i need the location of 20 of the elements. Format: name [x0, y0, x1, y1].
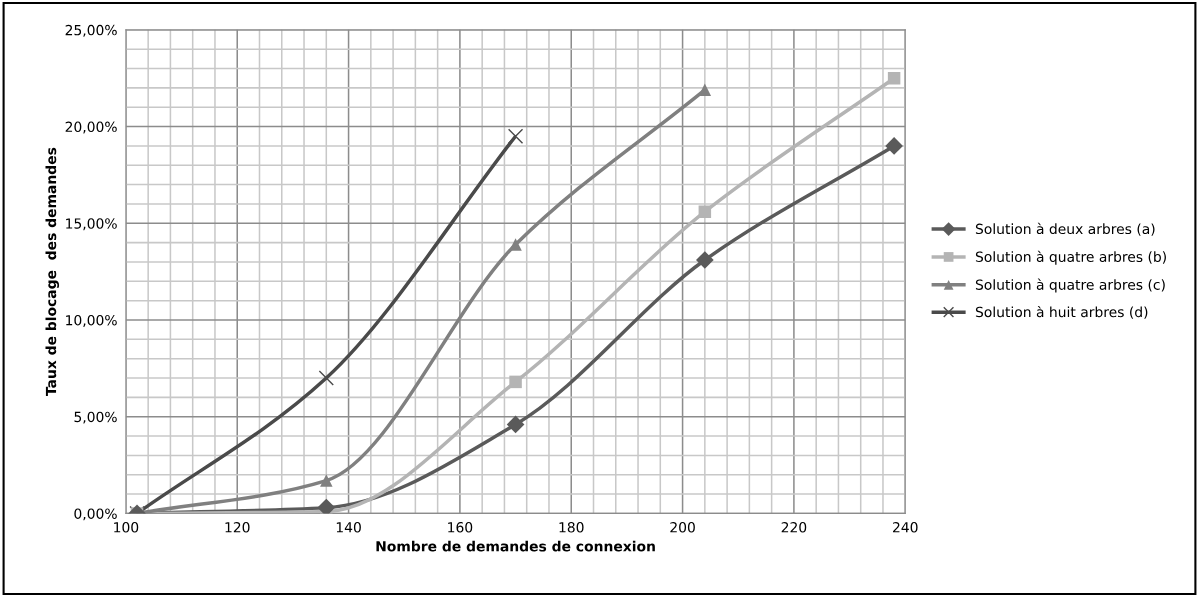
- y-tick-label: 5,00%: [74, 411, 117, 424]
- legend-label: Solution à deux arbres (a): [975, 222, 1155, 236]
- y-tick-label: 10,00%: [66, 314, 117, 327]
- x-tick-label: 240: [893, 522, 918, 533]
- legend-label: Solution à huit arbres (d): [975, 305, 1148, 319]
- y-axis-title: Taux de blocage des demandes: [45, 147, 60, 397]
- y-tick-label: 25,00%: [65, 24, 117, 37]
- x-tick-label: 180: [559, 522, 584, 533]
- x-tick-label: 120: [225, 522, 250, 533]
- x-tick-label: 160: [448, 522, 473, 533]
- y-tick-label: 0,00%: [74, 508, 117, 521]
- y-tick-label: 20,00%: [65, 121, 117, 134]
- legend-label: Solution à quatre arbres (b): [975, 250, 1166, 265]
- y-tick-label: 15,00%: [66, 218, 117, 231]
- x-tick-label: 100: [114, 522, 139, 533]
- x-tick-label: 200: [670, 522, 695, 533]
- x-axis-title: Nombre de demandes de connexion: [376, 540, 655, 552]
- x-tick-label: 220: [781, 522, 807, 533]
- x-tick-label: 140: [336, 522, 361, 533]
- legend-label: Solution à quatre arbres (c): [975, 278, 1165, 293]
